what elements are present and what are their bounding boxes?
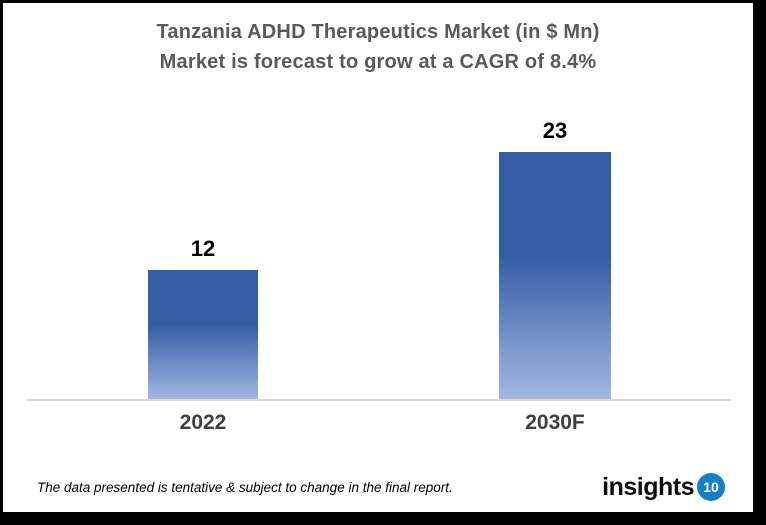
- insights10-logo: insights 10: [602, 473, 725, 502]
- chart-subtitle: Market is forecast to grow at a CAGR of …: [159, 51, 597, 73]
- x-axis-label-2030f: 2030F: [525, 411, 585, 434]
- x-axis-line: [27, 399, 731, 401]
- bar-2022: [148, 270, 258, 400]
- x-axis-label-2022: 2022: [179, 411, 227, 434]
- bar-value-label-2022: 12: [190, 236, 216, 261]
- logo-wordmark: insights: [602, 472, 694, 501]
- disclaimer-text: The data presented is tentative & subjec…: [37, 479, 453, 495]
- bar-value-label-2030f: 23: [542, 118, 568, 143]
- chart-content-area: Tanzania ADHD Therapeutics Market (in $ …: [3, 3, 753, 512]
- logo-badge-10: 10: [697, 473, 725, 501]
- chart-title: Tanzania ADHD Therapeutics Market (in $ …: [156, 21, 600, 43]
- bar-2030f: [499, 152, 611, 400]
- chart-title-block: Tanzania ADHD Therapeutics Market (in $ …: [3, 17, 753, 77]
- footer: The data presented is tentative & subjec…: [3, 470, 753, 504]
